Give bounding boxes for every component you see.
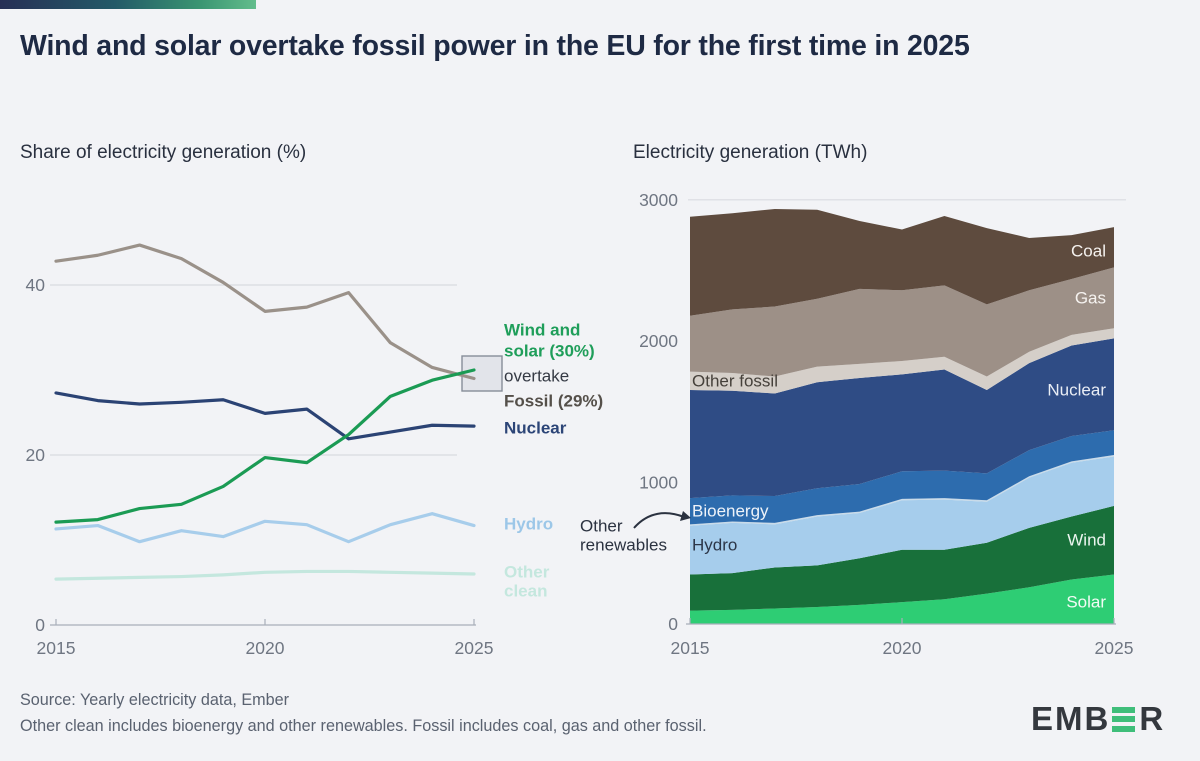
logo-letter-r: R — [1139, 700, 1166, 737]
x-tick-label-2020: 2020 — [246, 638, 285, 658]
annotation-fossil-29-: Fossil (29%) — [504, 392, 603, 411]
area-chart-generation: 2015 2020 2025 0 1000 2000 3000 Coal Gas Other fo… — [580, 190, 1133, 658]
logo-letters-emb: EMB — [1031, 700, 1111, 737]
footer: Source: Yearly electricity data, Ember O… — [20, 687, 707, 739]
y-tick-label-2000: 2000 — [639, 331, 678, 351]
x-tick-label-2025: 2025 — [455, 638, 494, 658]
ember-logo: EMB R — [1031, 700, 1165, 738]
gas-area — [690, 267, 1114, 377]
annotation-solar: Solar — [1066, 593, 1106, 612]
other-clean-line — [54, 569, 476, 581]
callout-arrowhead-icon — [680, 511, 691, 521]
y-tick-label-0: 0 — [668, 614, 678, 634]
bioenergy-area — [690, 430, 1114, 525]
annotation-hydro: Hydro — [692, 536, 737, 555]
crossover-highlight-box — [461, 355, 503, 392]
line-chart-share: 2015 2020 2025 0 20 40 Wind and solar (30%) over… — [26, 243, 603, 658]
annotation-nuclear: Nuclear — [504, 419, 567, 438]
right-chart-title: Electricity generation (TWh) — [633, 142, 868, 163]
annotation-hydro: Hydro — [504, 515, 553, 534]
nuclear-line — [54, 391, 476, 441]
y-tick-label-0: 0 — [35, 615, 45, 635]
wind-area — [690, 505, 1114, 611]
y-tick-label-1000: 1000 — [639, 473, 678, 493]
x-tick-label-2020: 2020 — [883, 638, 922, 658]
callout-arrow — [633, 512, 685, 529]
annotation-nuclear: Nuclear — [1047, 381, 1106, 400]
callout-other: Other — [580, 517, 623, 536]
y-tick-label-3000: 3000 — [639, 190, 678, 210]
brand-gradient-bar — [0, 0, 256, 9]
annotation-other: Other — [504, 563, 550, 582]
y-tick-label-20: 20 — [26, 445, 46, 465]
x-tick-label-2015: 2015 — [671, 638, 710, 658]
source-note: Source: Yearly electricity data, Ember — [20, 691, 290, 709]
annotation-other-fossil: Other fossil — [692, 372, 778, 391]
other-renewables-area — [690, 455, 1114, 526]
left-chart-title: Share of electricity generation (%) — [20, 142, 307, 163]
page-title: Wind and solar overtake fossil power in … — [20, 30, 970, 62]
annotation-coal: Coal — [1071, 242, 1106, 261]
nuclear-area — [690, 338, 1114, 499]
annotation-solar-30-: solar (30%) — [504, 342, 595, 361]
annotation-bioenergy: Bioenergy — [692, 502, 769, 521]
x-tick-label-2025: 2025 — [1095, 638, 1134, 658]
annotation-gas: Gas — [1075, 289, 1106, 308]
footnote: Other clean includes bioenergy and other… — [20, 717, 707, 735]
annotation-clean: clean — [504, 582, 547, 601]
hydro-line — [54, 512, 476, 544]
annotation-wind: Wind — [1067, 531, 1106, 550]
annotation-wind-and: Wind and — [504, 321, 580, 340]
coal-area — [690, 208, 1114, 316]
hydro-area — [690, 456, 1114, 575]
callout-renewables: renewables — [580, 536, 667, 555]
annotation-overtake: overtake — [504, 367, 569, 386]
wind-and-solar-line — [54, 368, 476, 524]
other-fossil-area — [690, 328, 1114, 394]
fossil-line — [54, 243, 476, 381]
y-tick-label-40: 40 — [26, 275, 46, 295]
solar-area — [690, 574, 1114, 624]
x-tick-label-2015: 2015 — [37, 638, 76, 658]
logo-green-e-icon — [1112, 706, 1136, 732]
